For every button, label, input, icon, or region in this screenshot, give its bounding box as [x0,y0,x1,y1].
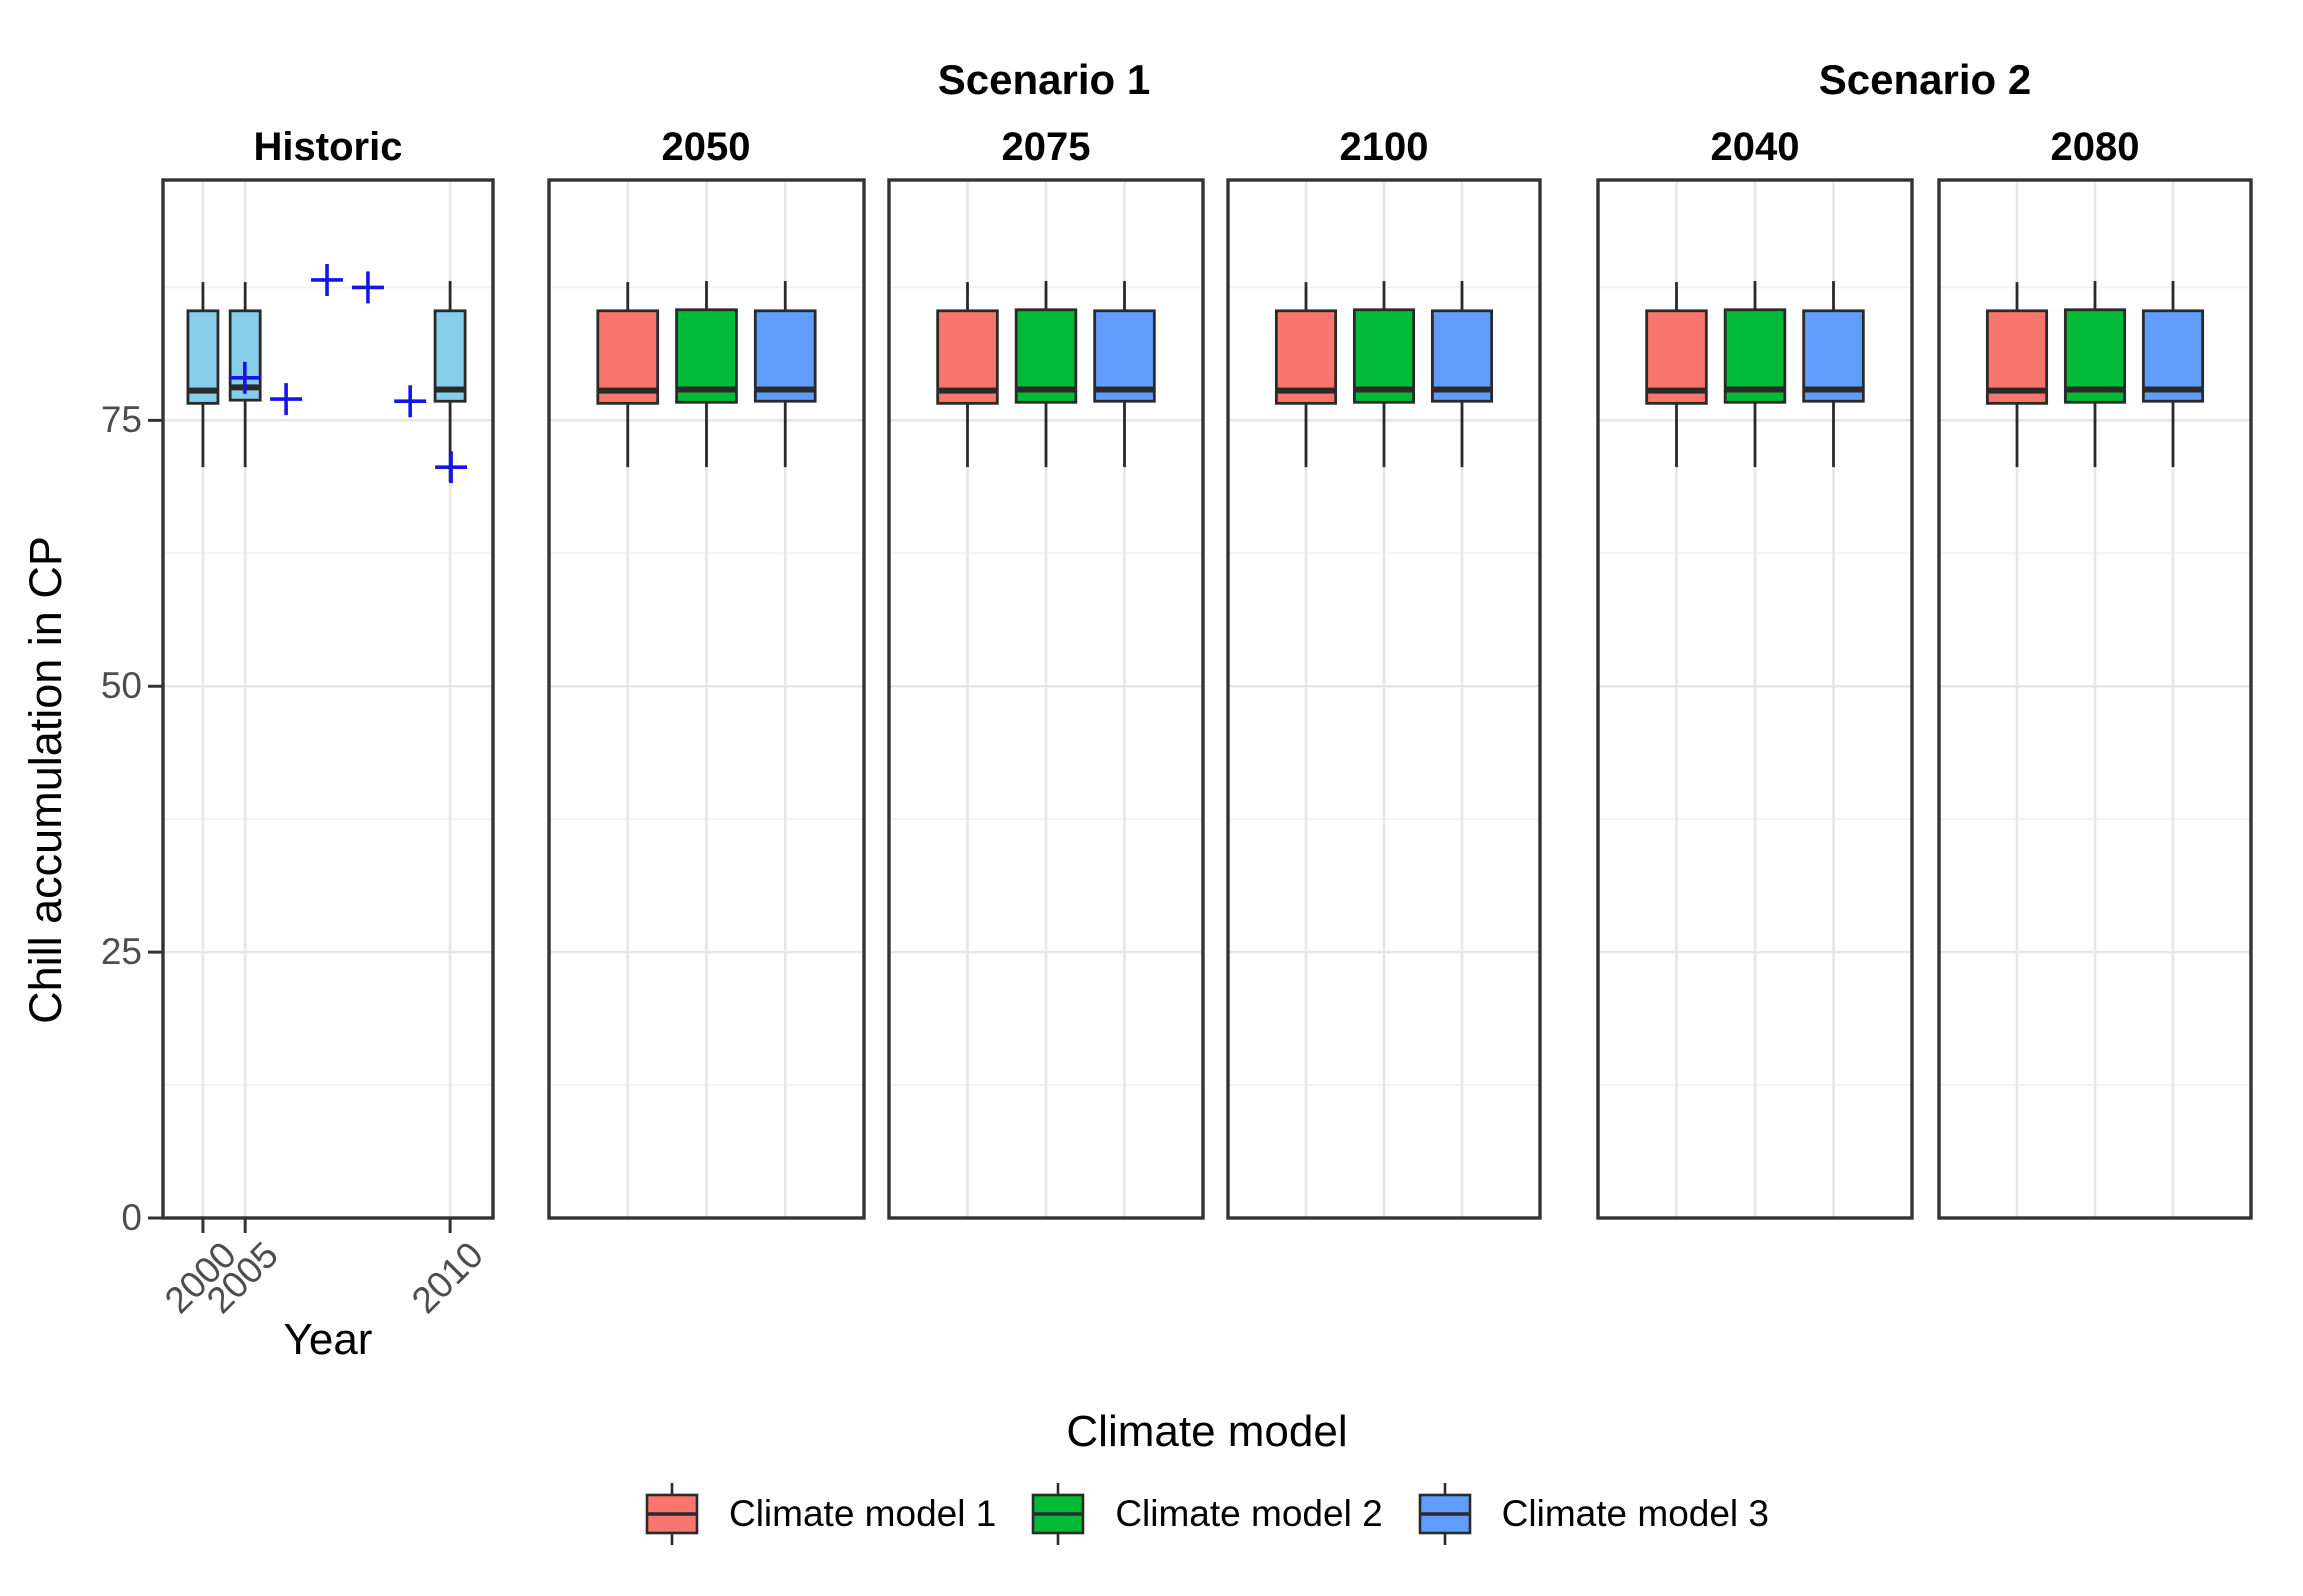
median-line [1987,387,2047,394]
median-line [1725,386,1785,393]
boxplot-model3 [1802,281,1865,468]
median-line [1094,386,1155,393]
boxplot-model3 [1093,281,1156,468]
median-line [187,387,218,394]
boxplot-key-icon [1418,1483,1471,1545]
scenario-1-header: Scenario 1 [937,56,1151,103]
boxplot-model3 [753,281,817,468]
median-line [1646,387,1707,394]
panel-2075 [887,178,1205,1220]
legend-label-climate-model-1: Climate model 1 [728,1493,997,1534]
boxplot-model1 [596,282,660,468]
panel-border [161,178,495,1220]
data-point-plus [351,271,384,304]
data-point-plus [228,361,261,394]
legend-item-climate-model-2: Climate model 2 [1031,1482,1383,1546]
y-tick-label: 75 [100,399,142,441]
panel-2080 [1937,178,2253,1220]
box-iqr [2141,309,2205,403]
legend-label-climate-model-2: Climate model 2 [1115,1493,1383,1534]
boxplot-model3 [1430,281,1494,468]
y-axis-title: Chill accumulation in CP [20,536,71,1024]
median-line [2065,386,2125,393]
median-line [435,386,466,393]
panel-2050 [547,178,866,1220]
boxplot-model1 [1274,282,1338,468]
y-tick-label: 50 [100,665,142,707]
legend-title: Climate model [1066,1407,1348,1456]
facet-title-2050: 2050 [661,125,751,169]
boxplot-model1 [1985,282,2049,468]
facet-title-2100: 2100 [1339,125,1429,169]
x-axis-title: Year [283,1315,373,1364]
panel-historic [161,178,495,1233]
data-point-plus [435,451,468,484]
median-line [597,387,658,394]
data-point-plus [394,385,427,418]
median-line [1276,387,1336,394]
median-line [1354,386,1414,393]
legend-label-climate-model-3: Climate model 3 [1501,1493,1770,1534]
facet-title-2075: 2075 [1001,125,1091,169]
boxplot-model1 [936,282,999,468]
boxplot-model3 [2141,281,2205,468]
panel-border [1596,178,1914,1220]
panel-border [1937,178,2253,1220]
boxplot-model2 [2063,281,2127,468]
boxplot-key-icon [1032,1483,1085,1545]
panel-border [1226,178,1542,1220]
legend-item-climate-model-3: Climate model 3 [1418,1482,1769,1546]
panel-border [887,178,1205,1220]
legend: Climate model 1 Climate model 2 Climate … [163,1480,2251,1548]
boxplot-key-icon [645,1483,699,1545]
box-iqr [753,309,817,403]
data-point-plus [270,383,303,416]
median-line [755,386,816,393]
legend-item-climate-model-1: Climate model 1 [645,1482,996,1546]
boxplot-model2 [675,281,738,468]
panel-2040 [1596,178,1914,1220]
boxplot-model2 [1723,281,1787,468]
median-line [1432,386,1492,393]
median-line [937,387,998,394]
panel-2100 [1226,178,1542,1220]
facet-title-2080: 2080 [2050,125,2140,169]
panel-border [547,178,866,1220]
boxplot-historic [186,282,220,468]
median-line [1803,386,1864,393]
facet-title-historic: Historic [253,125,403,169]
median-line [676,386,737,393]
data-point-plus [311,263,344,296]
box-iqr [1430,309,1494,403]
y-tick-label: 0 [121,1197,142,1238]
median-line [1016,386,1076,393]
y-tick-label: 25 [100,931,142,973]
scenario-2-header: Scenario 2 [1818,56,2032,103]
boxplot-model2 [1014,281,1078,468]
box-iqr [1802,309,1865,403]
box-iqr [1093,309,1156,403]
median-line [2143,386,2203,393]
box-iqr [433,309,467,403]
facet-title-2040: 2040 [1710,125,1800,169]
boxplot-model2 [1352,281,1416,468]
boxplot-model1 [1645,282,1708,468]
